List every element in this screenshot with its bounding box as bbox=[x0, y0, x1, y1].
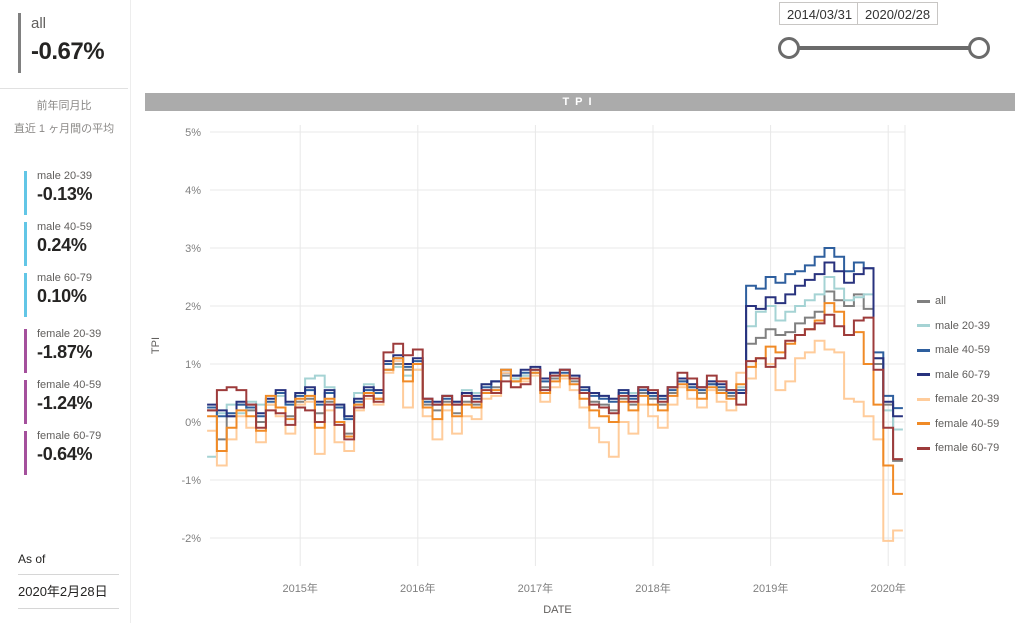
kpi-card-label: male 20-39 bbox=[37, 170, 93, 182]
series-line-female-20-39[interactable] bbox=[207, 339, 903, 542]
y-axis-tick-label: 0% bbox=[185, 417, 201, 429]
kpi-card-all: all -0.67% bbox=[18, 13, 105, 73]
date-slider-handle-end[interactable] bbox=[968, 37, 990, 59]
y-axis-tick-label: 4% bbox=[185, 185, 201, 197]
kpi-card-value: -1.87% bbox=[37, 342, 93, 362]
legend-label: female 60-79 bbox=[935, 442, 1000, 455]
legend-label: all bbox=[935, 295, 947, 308]
legend-label: male 60-79 bbox=[935, 368, 991, 381]
chart-title-bar: TPI bbox=[145, 93, 1015, 111]
sidebar-divider bbox=[0, 88, 128, 89]
legend-item-male-60-79[interactable]: male 60-79 bbox=[917, 363, 999, 388]
x-axis-tick-label: 2016年 bbox=[400, 581, 435, 595]
kpi-card-female-60-79: female 60-79 -0.64% bbox=[24, 430, 102, 475]
kpi-accent-bar-all bbox=[18, 13, 21, 73]
legend-label: male 20-39 bbox=[935, 319, 991, 332]
kpi-card-value: -1.24% bbox=[37, 393, 93, 413]
kpi-card-label: male 60-79 bbox=[37, 272, 93, 284]
x-axis-tick-label: 2018年 bbox=[635, 581, 670, 595]
legend-item-all[interactable]: all bbox=[917, 289, 999, 314]
legend-item-female-40-59[interactable]: female 40-59 bbox=[917, 412, 999, 437]
chart-plot-area[interactable]: 5% 4% 3% 2% 1% 0% -1% -2% 2015年 2016年 2017年 2018年 20… bbox=[145, 111, 1015, 623]
kpi-accent-bar bbox=[24, 329, 27, 373]
kpi-card-male-40-59: male 40-59 0.24% bbox=[24, 221, 101, 266]
kpi-value-all: -0.67% bbox=[31, 38, 105, 65]
legend-label: male 40-59 bbox=[935, 344, 991, 357]
kpi-card-value: 0.10% bbox=[37, 286, 87, 306]
x-axis-tick-label: 2019年 bbox=[753, 581, 788, 595]
start-date-input[interactable]: 2014/03/31 bbox=[779, 2, 861, 25]
kpi-card-male-60-79: male 60-79 0.10% bbox=[24, 272, 101, 317]
kpi-card-label: male 40-59 bbox=[37, 221, 93, 233]
kpi-accent-bar bbox=[24, 222, 27, 266]
kpi-accent-bar bbox=[24, 431, 27, 475]
y-axis-tick-label: -2% bbox=[181, 533, 201, 545]
kpi-card-label: female 40-59 bbox=[37, 379, 102, 391]
kpi-accent-bar bbox=[24, 273, 27, 317]
x-axis-tick-label: 2020年 bbox=[870, 581, 905, 595]
y-axis-tick-label: 5% bbox=[185, 127, 201, 139]
legend-swatch bbox=[917, 422, 930, 426]
legend-label: female 20-39 bbox=[935, 393, 1000, 406]
kpi-card-list: male 20-39 -0.13% male 40-59 0.24% male 60-7… bbox=[24, 170, 102, 481]
as-of-header: As of bbox=[18, 552, 119, 575]
series-line-male-20-39[interactable] bbox=[207, 276, 903, 458]
chart-legend: all male 20-39 male 40-59 male 60-79 female … bbox=[917, 289, 999, 461]
legend-swatch bbox=[917, 373, 930, 377]
kpi-sidebar: all -0.67% 前年同月比 直近 1 ヶ月間の平均 male 20-39 -… bbox=[0, 0, 131, 623]
y-axis-tick-label: 1% bbox=[185, 359, 201, 371]
legend-item-male-40-59[interactable]: male 40-59 bbox=[917, 338, 999, 363]
series-line-male-60-79[interactable] bbox=[207, 261, 903, 418]
tpi-chart-panel: TPI 5% 4% 3% 2% 1% 0% -1% -2% 2015年 2016年 2017年 201… bbox=[145, 93, 1015, 623]
series-line-male-40-59[interactable] bbox=[207, 247, 903, 421]
legend-label: female 40-59 bbox=[935, 417, 1000, 430]
kpi-card-value: 0.24% bbox=[37, 235, 87, 255]
date-slider-handle-start[interactable] bbox=[778, 37, 800, 59]
series-line-female-60-79[interactable] bbox=[207, 313, 903, 461]
y-axis-tick-label: 2% bbox=[185, 301, 201, 313]
kpi-label-all: all bbox=[31, 15, 47, 32]
kpi-card-label: female 20-39 bbox=[37, 328, 102, 340]
date-slider-track[interactable] bbox=[788, 46, 980, 50]
kpi-card-value: -0.13% bbox=[37, 184, 93, 204]
subtitle-line-1: 前年同月比 bbox=[36, 100, 92, 112]
kpi-card-label: female 60-79 bbox=[37, 430, 102, 442]
legend-item-female-20-39[interactable]: female 20-39 bbox=[917, 387, 999, 412]
kpi-card-male-20-39: male 20-39 -0.13% bbox=[24, 170, 101, 215]
legend-swatch bbox=[917, 446, 930, 450]
x-axis-tick-label: 2017年 bbox=[518, 581, 553, 595]
legend-item-male-20-39[interactable]: male 20-39 bbox=[917, 314, 999, 339]
x-axis-tick-label: 2015年 bbox=[282, 581, 317, 595]
y-axis-tick-label: 3% bbox=[185, 243, 201, 255]
kpi-card-female-40-59: female 40-59 -1.24% bbox=[24, 379, 102, 424]
legend-swatch bbox=[917, 348, 930, 352]
kpi-accent-bar bbox=[24, 380, 27, 424]
kpi-accent-bar bbox=[24, 171, 27, 215]
subtitle-line-2: 直近 1 ヶ月間の平均 bbox=[13, 123, 115, 135]
as-of-table: As of 2020年2月28日 bbox=[18, 552, 119, 609]
end-date-input[interactable]: 2020/02/28 bbox=[857, 2, 939, 25]
legend-swatch bbox=[917, 397, 930, 401]
as-of-date: 2020年2月28日 bbox=[18, 575, 119, 609]
y-axis-tick-label: -1% bbox=[181, 475, 201, 487]
kpi-subtitle: 前年同月比 直近 1 ヶ月間の平均 bbox=[0, 95, 128, 141]
x-axis-title: DATE bbox=[543, 604, 572, 616]
kpi-card-female-20-39: female 20-39 -1.87% bbox=[24, 328, 102, 373]
y-axis-title: TPI bbox=[150, 337, 162, 354]
legend-swatch bbox=[917, 324, 930, 328]
legend-swatch bbox=[917, 299, 930, 303]
legend-item-female-60-79[interactable]: female 60-79 bbox=[917, 436, 999, 461]
kpi-card-value: -0.64% bbox=[37, 444, 93, 464]
